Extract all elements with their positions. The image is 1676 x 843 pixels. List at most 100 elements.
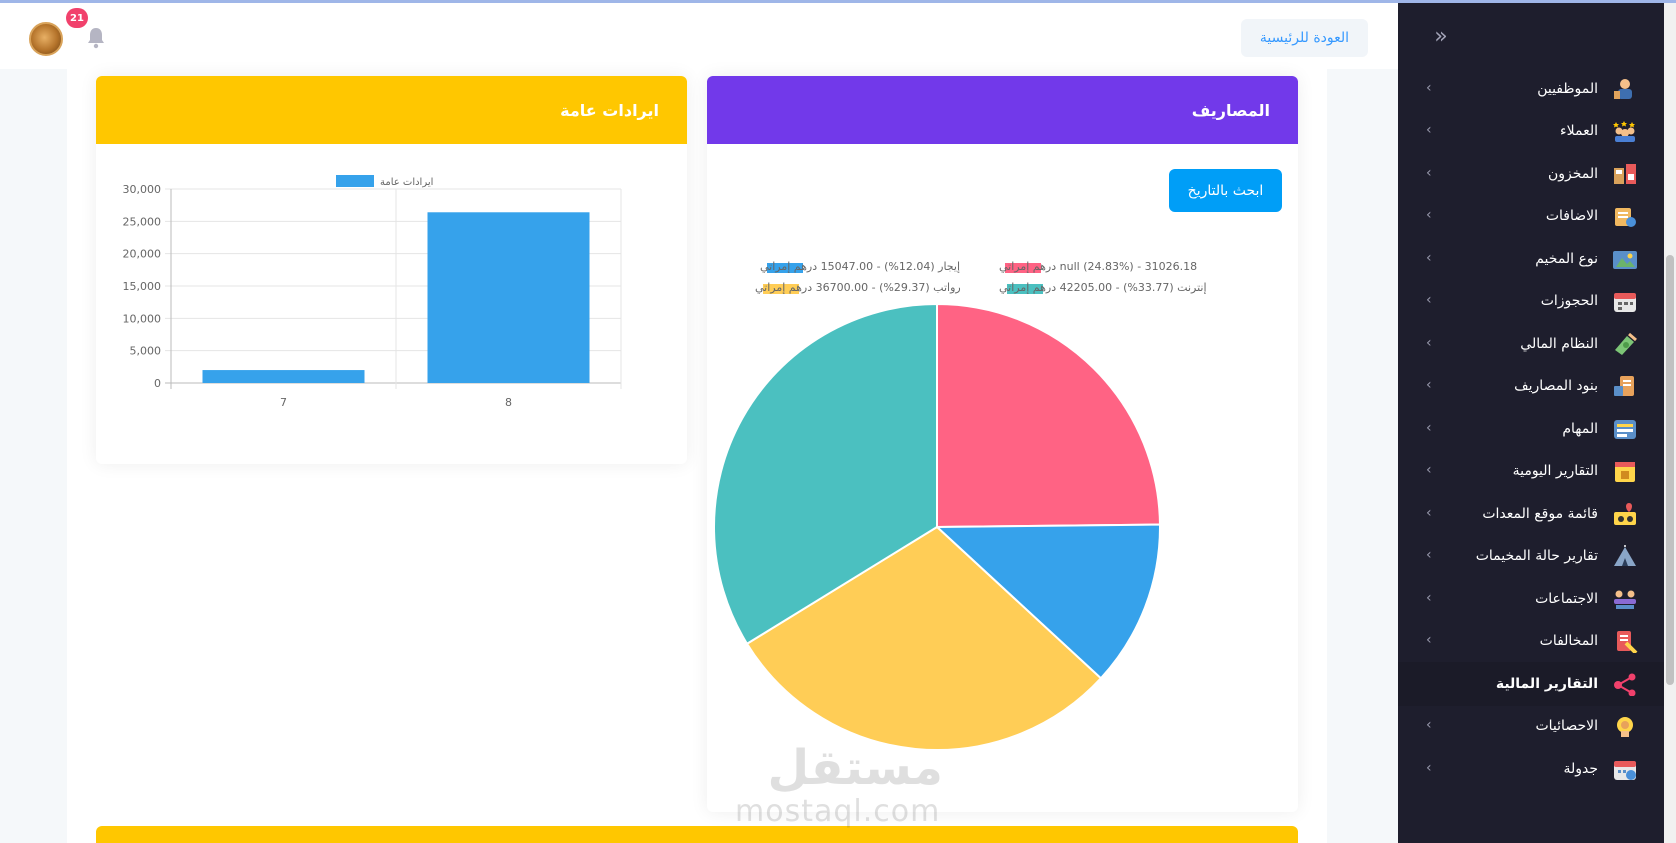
meetings-icon — [1614, 590, 1636, 609]
pie-legend-label: رواتب (29.37%) - 36700.00 درهم إمراتي — [755, 281, 961, 294]
chevron-left-icon: ‹ — [1426, 717, 1432, 733]
bar-legend-swatch[interactable] — [336, 175, 374, 187]
sidebar-item[interactable]: العملاء ‹ — [1398, 109, 1664, 153]
sidebar: » الموظفيين ‹ العملاء ‹ المخزون ‹ الاضافات ‹ نوع… — [1398, 3, 1664, 843]
additions-icon — [1615, 208, 1636, 227]
bottom-card-header — [96, 826, 1298, 843]
expenses-card-title: المصاريف — [1191, 100, 1270, 120]
sidebar-item-label: التقارير المالية — [1495, 676, 1598, 692]
chevron-left-icon: ‹ — [1426, 122, 1432, 138]
chevron-left-icon: ‹ — [1426, 505, 1432, 521]
sidebar-item-label: الاحصائيات — [1535, 718, 1598, 734]
pie-legend-swatch[interactable] — [1007, 284, 1043, 294]
equipment-location-icon — [1614, 503, 1636, 525]
page-scrollbar[interactable] — [1664, 3, 1676, 843]
sidebar-item[interactable]: المهام ‹ — [1398, 407, 1664, 451]
sidebar-item-label: الاضافات — [1545, 208, 1598, 224]
revenue-bar[interactable] — [202, 370, 365, 383]
revenue-card-header: ايرادات عامة — [96, 76, 687, 144]
sidebar-item[interactable]: بنود المصاريف ‹ — [1398, 364, 1664, 408]
mostaql-watermark: مستقل mostaql.com — [733, 740, 943, 830]
back-to-home-button[interactable]: العودة للرئيسية — [1241, 19, 1368, 57]
sidebar-item-label: النظام المالي — [1520, 336, 1598, 352]
y-tick-label: 15,000 — [123, 280, 162, 293]
chevron-left-icon: ‹ — [1426, 207, 1432, 223]
daily-report-icon — [1615, 462, 1635, 482]
y-tick-label: 10,000 — [123, 312, 162, 325]
sidebar-item[interactable]: المخزون ‹ — [1398, 152, 1664, 196]
sidebar-item-label: المخزون — [1547, 166, 1598, 182]
sidebar-item[interactable]: التقارير المالية — [1398, 662, 1664, 706]
pie-legend-swatch[interactable] — [767, 263, 803, 273]
revenue-bar-chart: 0 5,000 10,000 15,000 20,000 25,000 30,000 7 8 اي… — [123, 175, 622, 409]
sidebar-item[interactable]: المخالفات ‹ — [1398, 619, 1664, 663]
tasks-icon — [1614, 420, 1636, 439]
schedule-icon — [1614, 761, 1636, 780]
share-icon — [1614, 673, 1636, 696]
pie-legend-label: إنترنت (33.77%) - 42205.00 درهم إمراتي — [999, 281, 1207, 294]
chevron-left-icon: ‹ — [1426, 377, 1432, 393]
chevron-left-icon: ‹ — [1426, 335, 1432, 351]
search-by-date-button[interactable]: ابحث بالتاريخ — [1169, 169, 1282, 212]
sidebar-item-label: قائمة موقع المعدات — [1482, 506, 1598, 522]
pie-legend-swatch[interactable] — [1005, 263, 1041, 273]
statistics-icon — [1617, 717, 1633, 737]
sidebar-item[interactable]: الاجتماعات ‹ — [1398, 577, 1664, 621]
notification-count-badge: 21 — [66, 8, 88, 28]
sidebar-item-label: الموظفيين — [1537, 81, 1598, 97]
sidebar-collapse-icon[interactable]: » — [1434, 23, 1448, 49]
sidebar-item-label: التقارير اليومية — [1512, 463, 1598, 479]
bell-icon[interactable] — [86, 27, 106, 49]
camp-type-icon — [1613, 251, 1637, 269]
chevron-left-icon: ‹ — [1426, 590, 1432, 606]
sidebar-item[interactable]: التقارير اليومية ‹ — [1398, 449, 1664, 493]
pie-slice[interactable] — [936, 302, 1161, 529]
pie-slice[interactable] — [713, 302, 938, 646]
chevron-left-icon: ‹ — [1426, 80, 1432, 96]
sidebar-item-label: المهام — [1562, 421, 1598, 437]
sidebar-item-label: الاجتماعات — [1535, 591, 1598, 607]
y-tick-label: 0 — [154, 377, 161, 390]
sidebar-item[interactable]: قائمة موقع المعدات ‹ — [1398, 492, 1664, 536]
x-tick-label: 7 — [280, 396, 287, 409]
sidebar-item[interactable]: جدولة ‹ — [1398, 747, 1664, 791]
sidebar-item-label: بنود المصاريف — [1514, 378, 1598, 394]
sidebar-item[interactable]: الاحصائيات ‹ — [1398, 704, 1664, 748]
user-avatar[interactable] — [29, 22, 63, 56]
sidebar-item-label: نوع المخيم — [1535, 251, 1598, 267]
pie-legend-label: null (24.83%) - 31026.18 درهم إمراتي — [999, 260, 1197, 273]
bar-legend-label: ايرادات عامة — [380, 177, 433, 188]
top-header: 21 العودة للرئيسية — [0, 3, 1398, 69]
y-tick-label: 25,000 — [123, 215, 162, 228]
inventory-icon — [1614, 164, 1636, 184]
sidebar-item-label: المخالفات — [1539, 633, 1598, 649]
chevron-left-icon: ‹ — [1426, 760, 1432, 776]
revenue-bar[interactable] — [427, 212, 590, 383]
chevron-left-icon: ‹ — [1426, 462, 1432, 478]
sidebar-item[interactable]: نوع المخيم ‹ — [1398, 237, 1664, 281]
chevron-left-icon: ‹ — [1426, 632, 1432, 648]
sidebar-item[interactable]: النظام المالي ‹ — [1398, 322, 1664, 366]
pie-slice[interactable] — [745, 525, 1103, 751]
y-tick-label: 30,000 — [123, 183, 162, 196]
chevron-left-icon: ‹ — [1426, 547, 1432, 563]
expenses-card: المصاريف ابحث بالتاريخ null (24.83%) - 3… — [707, 76, 1298, 812]
money-icon — [1615, 332, 1637, 355]
sidebar-item-label: تقارير حالة المخيمات — [1475, 548, 1598, 564]
pie-slice[interactable] — [934, 523, 1161, 680]
sidebar-item[interactable]: الحجوزات ‹ — [1398, 279, 1664, 323]
revenue-card: ايرادات عامة 0 5,000 10,000 15,000 20,000 25,… — [96, 76, 687, 464]
employees-icon — [1614, 79, 1632, 99]
sidebar-item-label: الحجوزات — [1540, 293, 1598, 309]
pie-legend-swatch[interactable] — [763, 284, 799, 294]
revenue-card-title: ايرادات عامة — [560, 100, 659, 120]
browser-top-line — [0, 0, 1676, 3]
sidebar-item[interactable]: تقارير حالة المخيمات ‹ — [1398, 534, 1664, 578]
sidebar-item[interactable]: الموظفيين ‹ — [1398, 67, 1664, 111]
chevron-left-icon: ‹ — [1426, 250, 1432, 266]
calendar-icon — [1614, 293, 1636, 312]
scrollbar-thumb[interactable] — [1666, 255, 1674, 685]
sidebar-item[interactable]: الاضافات ‹ — [1398, 194, 1664, 238]
watermark-latin-text: mostaql.com — [735, 794, 941, 829]
violations-icon — [1617, 631, 1638, 653]
